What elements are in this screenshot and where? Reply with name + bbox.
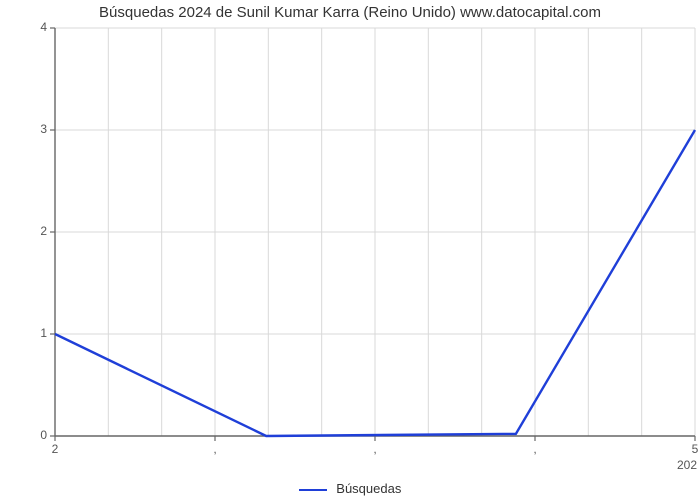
legend-swatch [299,489,327,491]
line-chart: Búsquedas 2024 de Sunil Kumar Karra (Rei… [0,0,700,500]
legend: Búsquedas [0,481,700,496]
x-tick-label: 5 [685,442,700,456]
chart-canvas [0,0,700,500]
y-tick-label: 3 [40,122,47,136]
x-tick-label: , [365,442,385,456]
y-tick-label: 0 [40,428,47,442]
x-tick-label: , [525,442,545,456]
y-tick-label: 4 [40,20,47,34]
y-tick-label: 1 [40,326,47,340]
x-tick-label: 2 [45,442,65,456]
legend-label: Búsquedas [336,481,401,496]
x-tick-label: , [205,442,225,456]
y-tick-label: 2 [40,224,47,238]
x-sublabel: 202 [677,458,697,472]
